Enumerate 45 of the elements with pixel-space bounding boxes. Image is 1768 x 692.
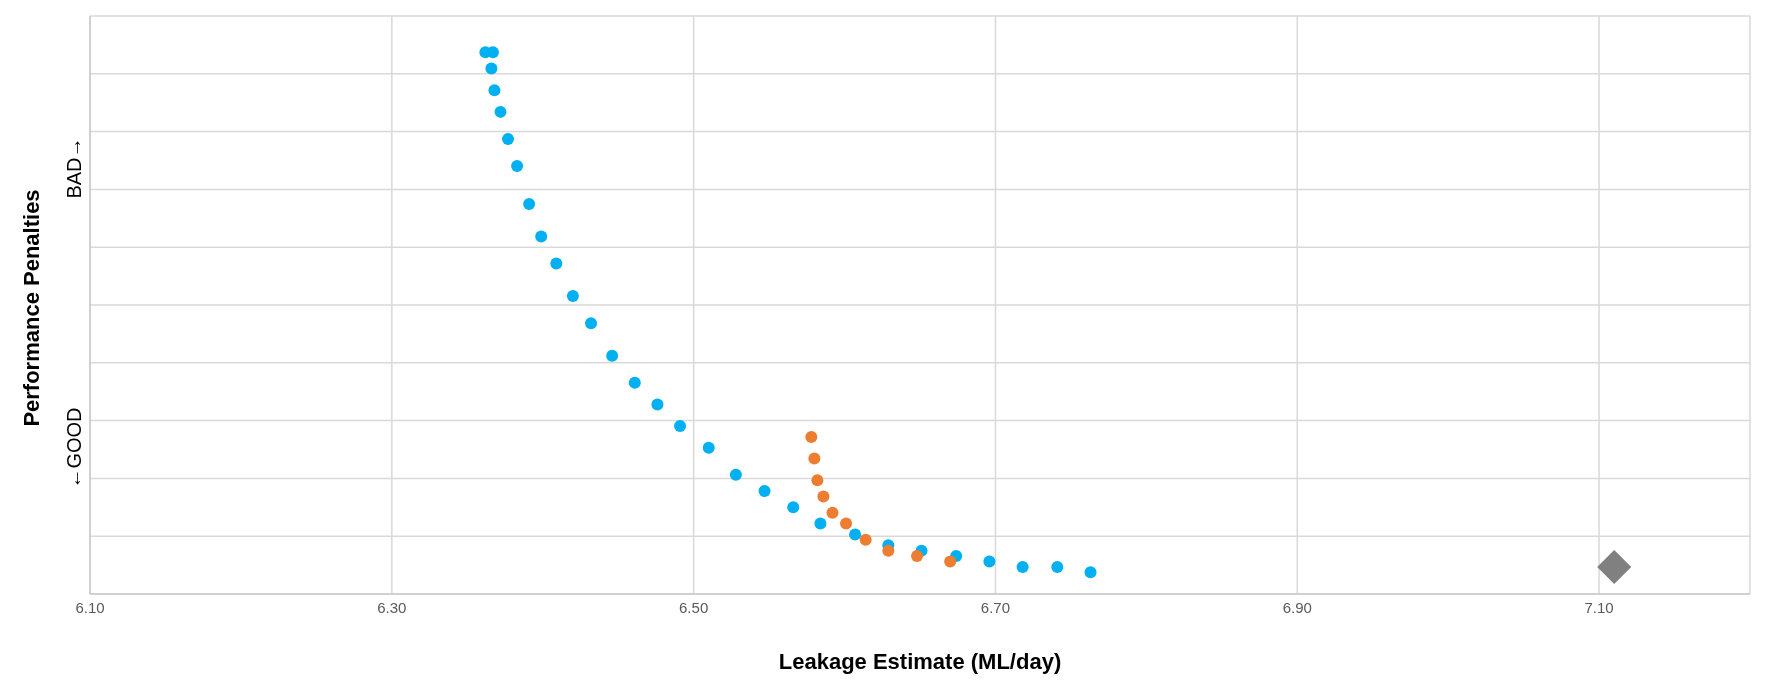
point	[983, 555, 996, 568]
text: BAD→	[62, 137, 86, 199]
x-tick-label: 7.10	[1584, 598, 1614, 616]
point	[787, 501, 800, 514]
x-tick-label: 6.50	[679, 598, 709, 616]
point	[511, 160, 524, 173]
point	[550, 257, 563, 270]
point	[910, 550, 923, 563]
point	[674, 420, 687, 433]
x-tick-label: 6.10	[75, 598, 105, 616]
point	[651, 398, 664, 411]
point	[585, 317, 598, 330]
point	[523, 197, 536, 210]
point	[859, 533, 872, 546]
point	[566, 290, 579, 303]
point	[882, 544, 895, 557]
point	[1084, 566, 1097, 579]
point	[702, 441, 715, 454]
x-tick-label: 6.70	[980, 598, 1011, 616]
point	[944, 555, 957, 568]
x-tick-label: 6.30	[377, 598, 407, 616]
x-axis-title: Leakage Estimate (ML/day)	[778, 649, 1062, 674]
point	[826, 506, 839, 519]
point	[805, 430, 818, 443]
point	[814, 517, 827, 530]
point	[758, 485, 771, 498]
point	[849, 528, 862, 541]
point	[485, 62, 498, 75]
text: ←GOOD	[62, 407, 86, 489]
point	[1597, 549, 1632, 584]
point	[817, 490, 830, 503]
point	[488, 84, 501, 97]
y-axis-title: Performance Penalties	[19, 189, 45, 427]
point	[811, 474, 824, 487]
point	[1051, 560, 1064, 573]
point	[606, 349, 619, 362]
point	[628, 376, 641, 389]
point	[840, 517, 853, 530]
point	[1016, 560, 1029, 573]
point	[808, 452, 821, 465]
x-tick-label: 6.90	[1282, 598, 1312, 616]
point	[502, 132, 515, 145]
point	[535, 230, 548, 243]
point	[494, 105, 507, 118]
point	[729, 468, 742, 481]
